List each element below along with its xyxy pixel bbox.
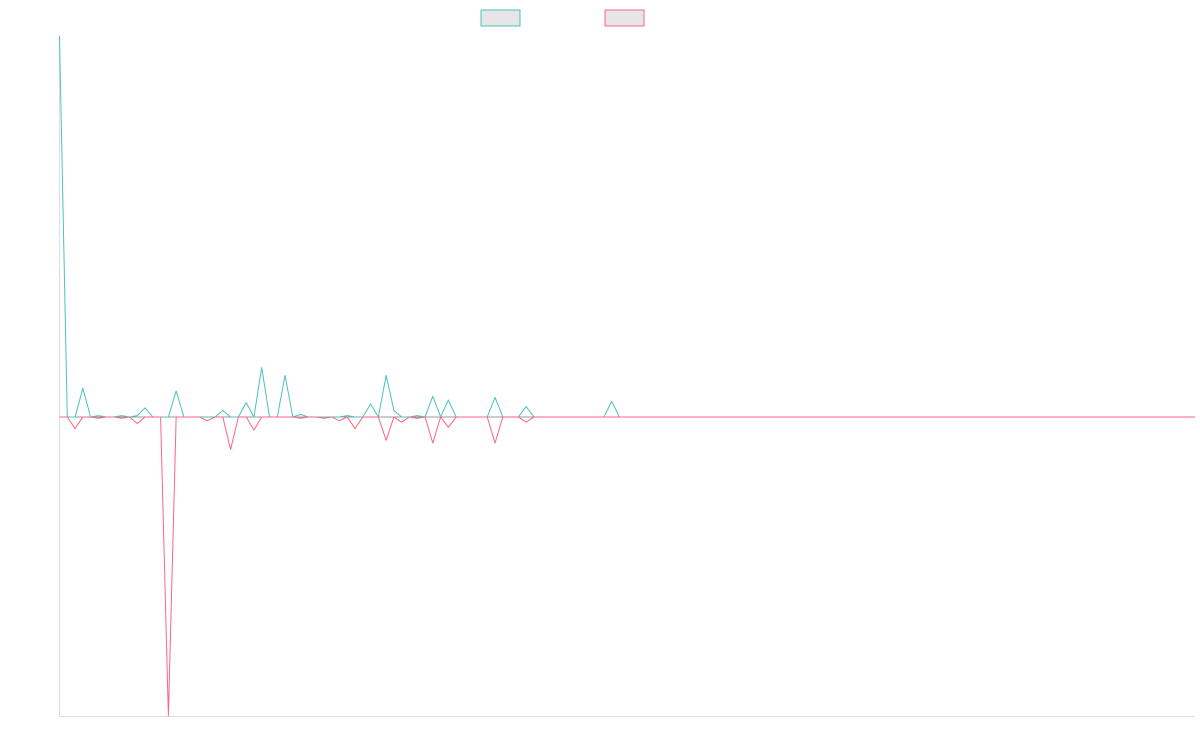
series-layer	[59, 35, 1196, 717]
legend-swatch-series-b[interactable]	[604, 9, 645, 27]
series-b-line[interactable]	[59, 416, 1196, 717]
legend[interactable]	[480, 9, 645, 27]
legend-swatch-series-a[interactable]	[480, 9, 521, 27]
series-a-line[interactable]	[59, 35, 1196, 418]
